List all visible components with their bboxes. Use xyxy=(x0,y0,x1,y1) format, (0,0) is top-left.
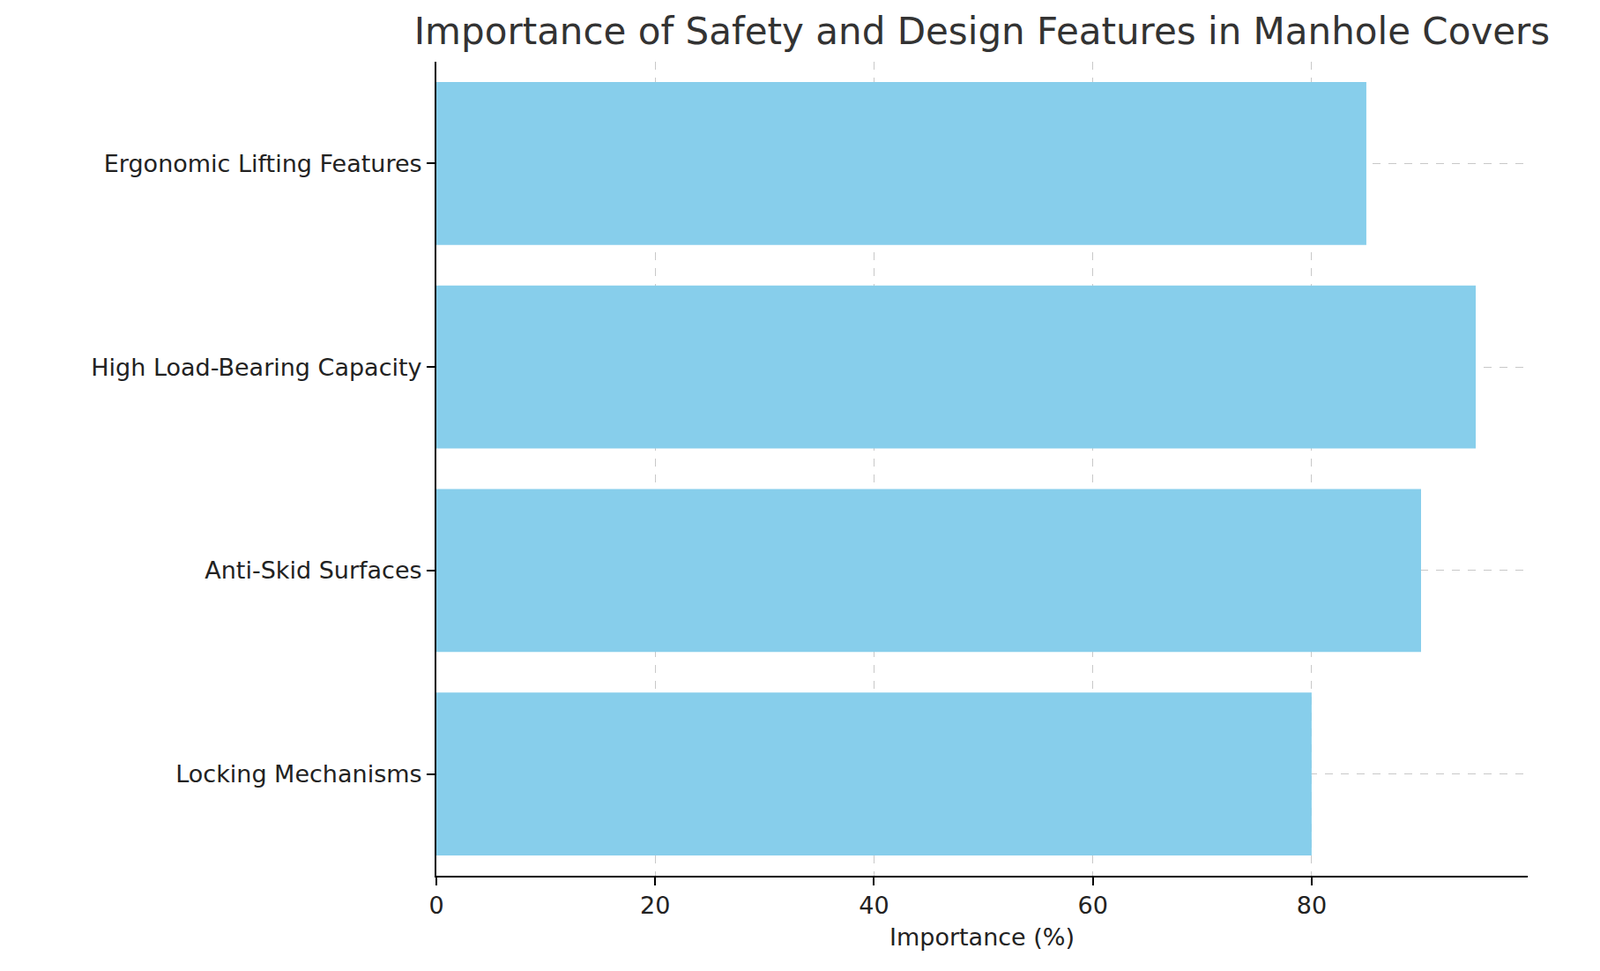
svg-text:40: 40 xyxy=(858,891,889,919)
svg-text:Anti-Skid Surfaces: Anti-Skid Surfaces xyxy=(204,556,422,584)
svg-text:Importance (%): Importance (%) xyxy=(889,922,1075,951)
svg-text:20: 20 xyxy=(640,891,670,919)
svg-text:High Load-Bearing Capacity: High Load-Bearing Capacity xyxy=(90,353,422,381)
svg-text:60: 60 xyxy=(1077,891,1108,919)
svg-text:Importance of Safety and Desig: Importance of Safety and Design Features… xyxy=(414,9,1551,53)
svg-text:Ergonomic Lifting Features: Ergonomic Lifting Features xyxy=(104,149,423,178)
svg-text:0: 0 xyxy=(428,891,444,919)
svg-text:Locking Mechanisms: Locking Mechanisms xyxy=(175,759,422,788)
svg-text:80: 80 xyxy=(1296,891,1327,919)
